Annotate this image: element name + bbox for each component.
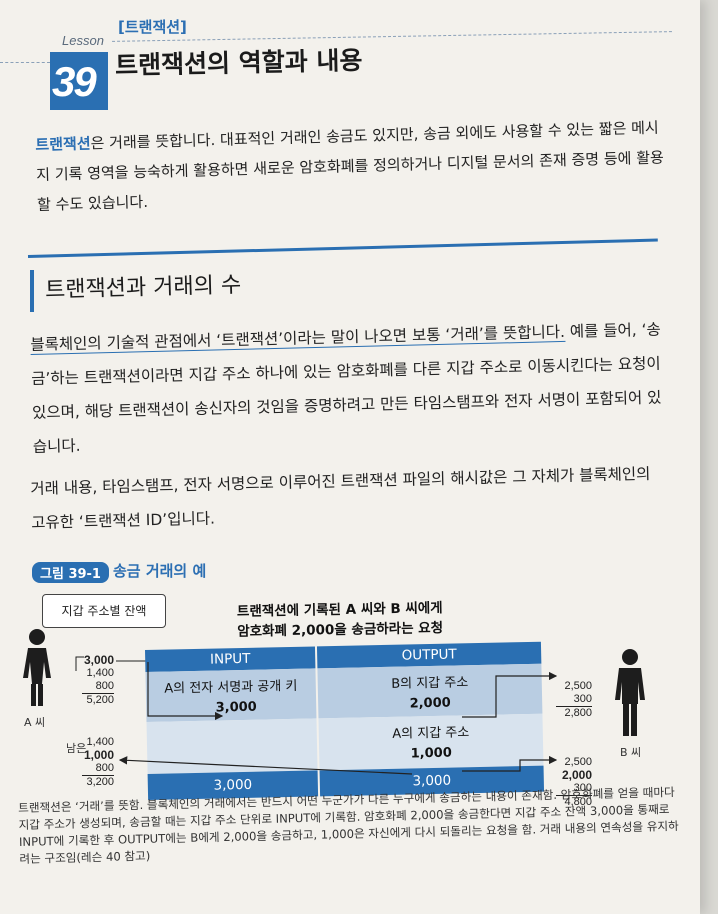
b-after-1: 2,500	[564, 756, 592, 768]
a-before-sum: 5,200	[82, 693, 114, 707]
flow-arrows	[118, 662, 558, 775]
a-before-1: 3,000	[83, 653, 114, 667]
b-after-3: 300	[573, 782, 592, 794]
figure-label: 그림 39-1	[32, 562, 109, 583]
a-after-1: 1,400	[86, 736, 114, 748]
b-balance-after: 2,500 2,000 300 4,800	[556, 756, 592, 809]
lesson-label: Lesson	[62, 33, 104, 48]
a-balance-before: 3,000 1,400 800 5,200	[82, 654, 114, 707]
lesson-number-box	[50, 52, 108, 110]
a-remaining-label: 남은	[66, 742, 87, 755]
balance-callout: 지갑 주소별 잔액	[42, 594, 166, 628]
figure-title: 송금 거래의 예	[113, 562, 207, 580]
b-balance-before: 2,500 300 2,800	[556, 680, 592, 720]
b-after-sum: 4,800	[556, 795, 592, 809]
person-b-icon	[615, 649, 645, 736]
a-before-2: 1,400	[86, 667, 114, 679]
lesson-tag: [트랜잭션]	[118, 18, 187, 36]
a-after-3: 800	[95, 762, 114, 774]
a-balance-after: 1,400 1,000 800 3,200	[82, 736, 114, 789]
person-b-label: B 씨	[620, 746, 642, 759]
a-before-3: 800	[95, 680, 114, 692]
b-before-1: 2,500	[564, 680, 592, 692]
b-before-2: 300	[573, 693, 592, 705]
a-after-2: 1,000	[83, 748, 114, 762]
section-bar	[30, 270, 34, 312]
person-a-icon	[23, 629, 51, 706]
a-bracket-lines	[75, 656, 146, 671]
b-after-2: 2,000	[561, 768, 592, 782]
book-page: Lesson [트랜잭션] 39 트랜잭션의 역할과 내용 트랜잭션은 거래를 …	[0, 0, 700, 914]
lesson-number: 39	[52, 58, 97, 105]
b-before-sum: 2,800	[556, 706, 592, 720]
header-dash-line-left	[0, 62, 50, 63]
person-a-label: A 씨	[24, 716, 46, 729]
a-after-sum: 3,200	[82, 775, 114, 789]
